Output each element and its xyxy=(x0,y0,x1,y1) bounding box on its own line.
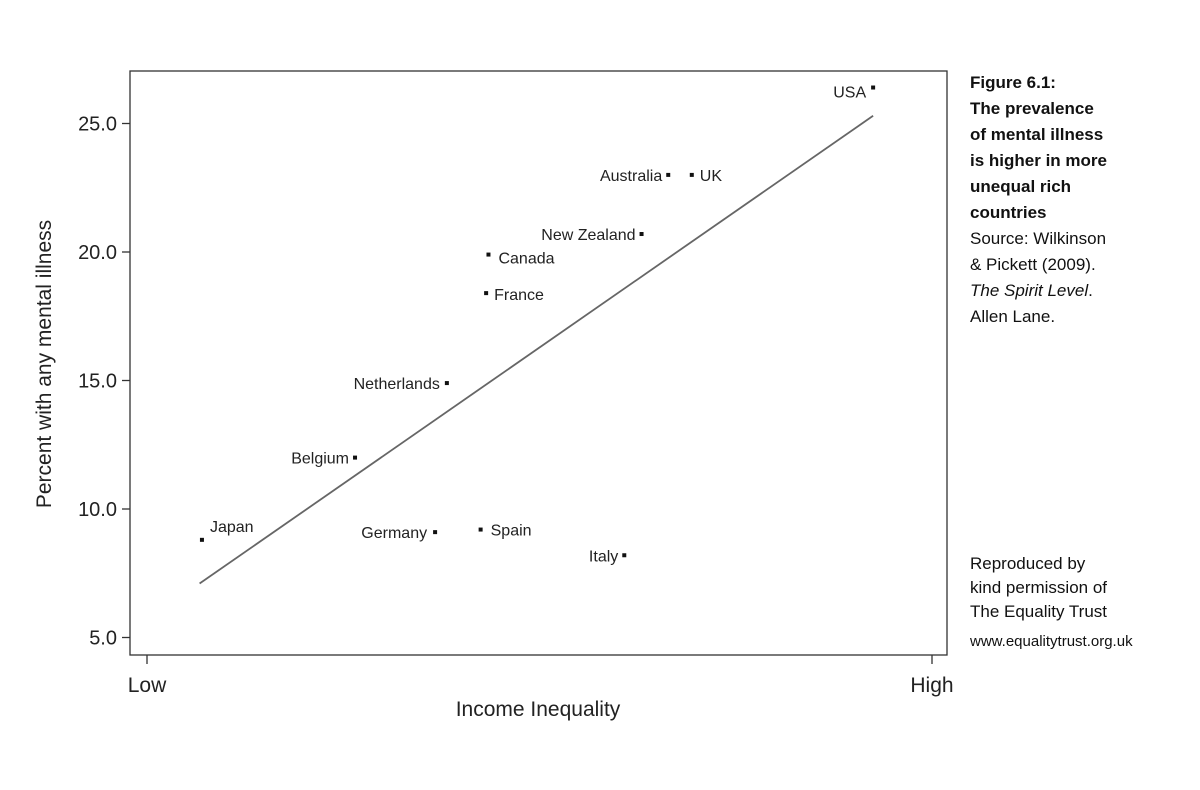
permission-credit: Reproduced by kind permission of The Equal… xyxy=(970,552,1190,654)
point-label: Canada xyxy=(498,251,554,268)
point-label: New Zealand xyxy=(541,227,635,244)
point-label: Australia xyxy=(600,168,662,185)
point-usa xyxy=(871,85,876,90)
point-label: France xyxy=(494,287,544,304)
credit-line: Reproduced by xyxy=(970,554,1086,573)
credit-line: kind permission of xyxy=(970,578,1108,597)
point-germany xyxy=(433,530,438,535)
data-points: Japan Germany Spain Italy Belgium Netherlands… xyxy=(199,85,876,565)
point-spain xyxy=(478,527,483,532)
figure-title-line: The prevalence xyxy=(970,99,1094,118)
point-netherlands xyxy=(444,381,449,386)
trend-line xyxy=(199,115,874,585)
point-label: Belgium xyxy=(291,451,349,468)
point-label: USA xyxy=(833,85,866,102)
y-tick-label: 15.0 xyxy=(78,371,117,393)
figure-title-line: unequal rich xyxy=(970,177,1072,196)
point-france xyxy=(484,291,489,296)
equality-trust-url: www.equalitytrust.org.uk xyxy=(970,633,1133,650)
source-line: & Pickett (2009). xyxy=(970,255,1096,274)
y-tick-label: 25.0 xyxy=(78,114,117,136)
figure-title-line: of mental illness xyxy=(970,125,1104,144)
point-australia xyxy=(666,172,671,177)
point-label: Italy xyxy=(589,548,618,565)
point-new-zealand xyxy=(639,232,644,237)
book-reference: The Spirit Level. xyxy=(970,278,1190,304)
credit-text: Reproduced by kind permission of The Equal… xyxy=(970,552,1190,624)
point-label: Netherlands xyxy=(354,376,440,393)
figure-caption: Figure 6.1: The prevalence of mental illne… xyxy=(970,70,1190,330)
publisher: Allen Lane. xyxy=(970,307,1056,326)
y-tick-label: 20.0 xyxy=(78,242,117,264)
figure-title-line: countries xyxy=(970,203,1047,222)
book-title: The Spirit Level xyxy=(970,281,1089,300)
x-tick-label: Low xyxy=(128,674,167,697)
scatter-chart: 5.0 10.0 15.0 20.0 25.0 Low High Japan Germany… xyxy=(33,70,954,721)
x-axis-label: Income Inequality xyxy=(456,698,621,721)
x-tick-label: High xyxy=(910,674,953,697)
credit-line: The Equality Trust xyxy=(970,602,1108,621)
point-label: UK xyxy=(700,168,723,185)
point-label: Japan xyxy=(210,519,254,536)
figure-title: Figure 6.1: The prevalence of mental illne… xyxy=(970,70,1190,226)
y-tick-label: 5.0 xyxy=(89,628,117,650)
point-canada xyxy=(486,252,491,257)
point-label: Germany xyxy=(361,525,427,542)
point-label: Spain xyxy=(491,523,532,540)
figure-title-line: Figure 6.1: xyxy=(970,73,1056,92)
y-axis: 5.0 10.0 15.0 20.0 25.0 xyxy=(78,114,130,650)
plot-frame xyxy=(129,70,948,656)
point-belgium xyxy=(353,455,358,460)
y-axis-label: Percent with any mental illness xyxy=(33,220,56,508)
y-tick-label: 10.0 xyxy=(78,499,117,521)
book-title-suffix: . xyxy=(1088,281,1093,300)
point-japan xyxy=(199,537,204,542)
source-line: Source: Wilkinson xyxy=(970,229,1107,248)
figure-title-line: is higher in more xyxy=(970,151,1107,170)
figure-source: Source: Wilkinson & Pickett (2009). xyxy=(970,226,1190,278)
x-axis: Low High xyxy=(128,655,954,697)
point-italy xyxy=(622,553,627,558)
point-uk xyxy=(689,172,694,177)
